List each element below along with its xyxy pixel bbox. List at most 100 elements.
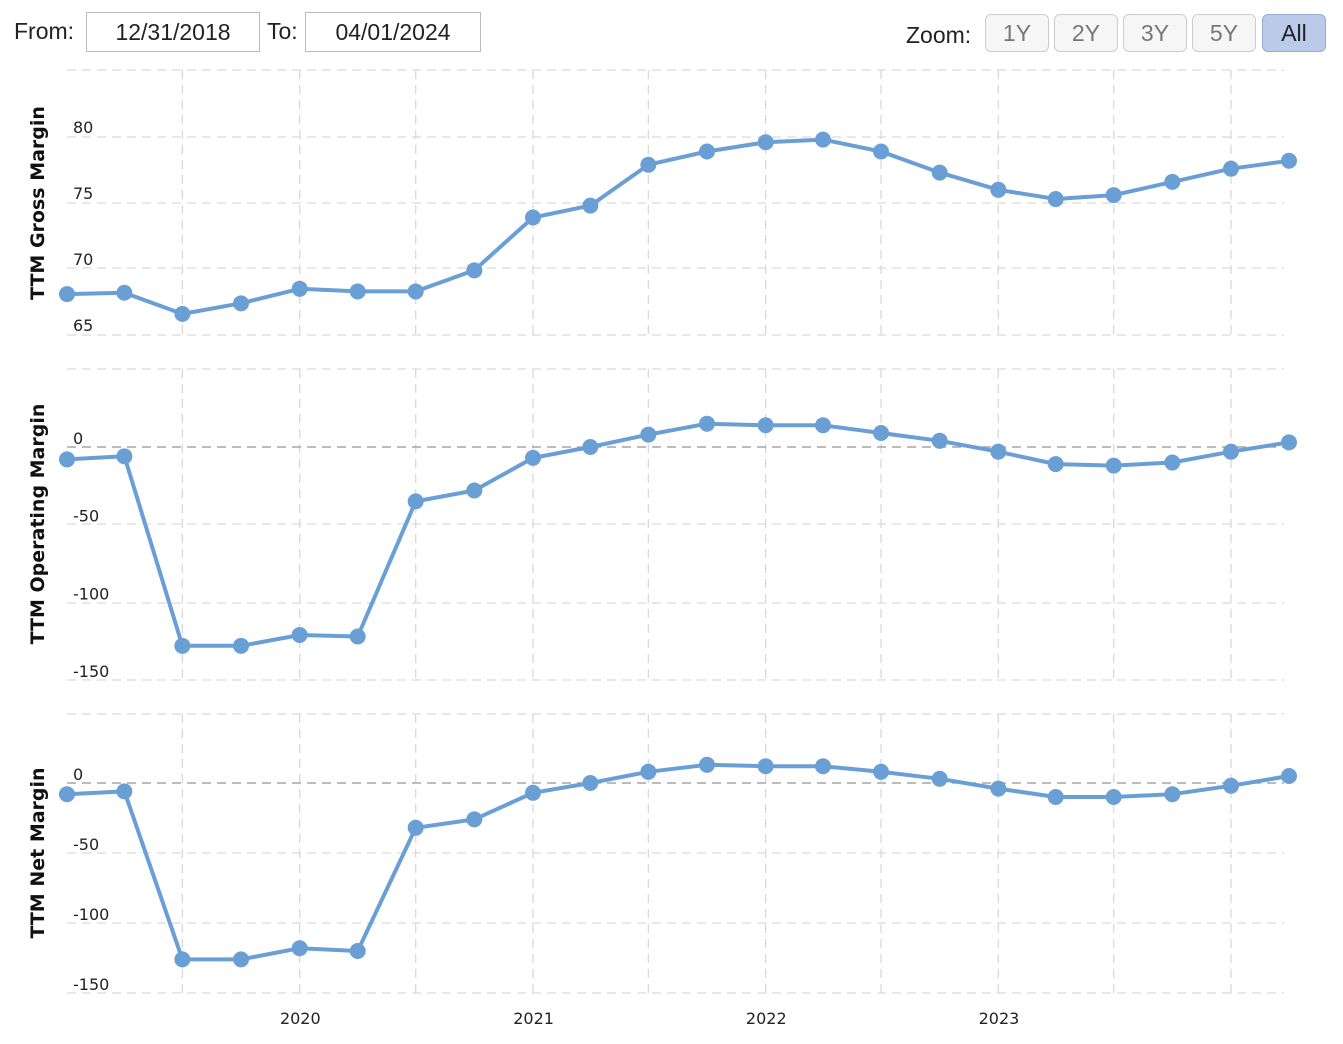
data-point <box>757 758 774 775</box>
data-point <box>59 451 75 468</box>
data-point <box>466 262 483 279</box>
to-date-input[interactable]: 04/01/2024 <box>305 12 481 52</box>
data-point <box>407 819 424 836</box>
series-line <box>66 762 1290 962</box>
data-point <box>931 770 948 787</box>
zoom-label: Zoom: <box>906 22 972 48</box>
x-tick-label: 2022 <box>746 1009 787 1028</box>
data-point <box>640 426 657 443</box>
data-point <box>582 775 599 791</box>
data-point <box>1281 152 1297 169</box>
series-line <box>66 137 1290 316</box>
y-tick-label: -150 <box>73 975 109 994</box>
data-point <box>990 181 1007 198</box>
data-point <box>349 628 366 645</box>
data-point <box>407 493 424 510</box>
toolbar: From: 12/31/2018 To: 04/01/2024 Zoom: 1Y… <box>0 0 1343 60</box>
data-point <box>349 283 366 300</box>
data-point <box>1105 187 1122 204</box>
series-line <box>66 421 1290 648</box>
data-point <box>116 284 133 301</box>
data-point <box>1222 777 1239 794</box>
data-point <box>990 443 1007 460</box>
y-tick-label: 0 <box>73 429 83 448</box>
data-point <box>407 283 424 300</box>
zoom-3y-button[interactable]: 3Y <box>1123 14 1187 52</box>
data-point <box>524 449 541 466</box>
data-point <box>1164 173 1181 190</box>
from-label: From: <box>14 18 75 44</box>
data-point <box>873 763 890 780</box>
data-point <box>1105 789 1122 805</box>
data-point <box>1105 457 1122 474</box>
data-point <box>466 482 483 499</box>
zoom-1y-button[interactable]: 1Y <box>985 14 1049 52</box>
data-point <box>990 780 1007 797</box>
y-tick-label: 75 <box>73 184 93 203</box>
to-label: To: <box>267 18 298 44</box>
data-point <box>233 951 250 968</box>
data-point <box>582 197 599 214</box>
data-point <box>757 417 774 434</box>
data-point <box>1281 768 1297 784</box>
data-point <box>931 164 948 181</box>
data-point <box>931 432 948 449</box>
y-axis-title: TTM Operating Margin <box>27 404 49 645</box>
panel-1: 65 70 75 80 TTM Gross Margin <box>27 69 1297 336</box>
data-point <box>1281 434 1297 451</box>
chart-area: 65 70 75 80 TTM Gross Margin 0 -50 -100 -150 TTM … <box>27 69 1297 1028</box>
data-point <box>174 305 191 322</box>
x-tick-label: 2021 <box>513 1009 554 1028</box>
data-point <box>233 637 250 654</box>
from-date-input[interactable]: 12/31/2018 <box>86 12 260 52</box>
zoom-5y-button[interactable]: 5Y <box>1192 14 1256 52</box>
zoom-2y-button[interactable]: 2Y <box>1054 14 1118 52</box>
data-point <box>1047 191 1064 208</box>
data-point <box>757 134 774 151</box>
data-point <box>873 143 890 160</box>
y-tick-label: -50 <box>73 835 99 854</box>
data-point <box>1164 786 1181 803</box>
data-point <box>582 439 599 455</box>
y-axis-title: TTM Gross Margin <box>27 106 49 300</box>
data-point <box>1222 160 1239 177</box>
data-point <box>174 637 191 654</box>
data-point <box>291 940 308 957</box>
panel-3: 0 -50 -100 -150 TTM Net Margin <box>27 713 1297 994</box>
data-point <box>116 783 133 800</box>
data-point <box>640 156 657 173</box>
y-axis-title: TTM Net Margin <box>27 767 49 938</box>
data-point <box>815 131 832 148</box>
data-point <box>1047 456 1064 473</box>
data-point <box>59 786 75 803</box>
x-tick-label: 2020 <box>280 1009 321 1028</box>
data-point <box>1047 789 1064 805</box>
data-point <box>873 425 890 442</box>
y-tick-label: -100 <box>73 905 109 924</box>
data-point <box>116 448 133 465</box>
x-tick-label: 2023 <box>979 1009 1020 1028</box>
y-tick-label: -50 <box>73 507 99 526</box>
data-point <box>291 626 308 643</box>
data-point <box>524 784 541 801</box>
data-point <box>699 756 716 773</box>
y-tick-label: 0 <box>73 765 83 784</box>
data-point <box>466 811 483 828</box>
panel-2: 0 -50 -100 -150 TTM Operating Margin <box>27 368 1297 681</box>
data-point <box>1222 443 1239 460</box>
y-tick-label: 65 <box>73 316 93 335</box>
data-point <box>59 286 75 303</box>
y-tick-label: -100 <box>73 584 109 603</box>
data-point <box>815 417 832 434</box>
data-point <box>699 415 716 432</box>
zoom-all-button[interactable]: All <box>1262 14 1326 52</box>
data-point <box>524 209 541 226</box>
data-point <box>1164 454 1181 471</box>
y-tick-label: -150 <box>73 662 109 681</box>
data-point <box>291 280 308 297</box>
y-tick-label: 70 <box>73 250 93 269</box>
data-point <box>815 758 832 775</box>
data-point <box>699 143 716 160</box>
data-point <box>640 763 657 780</box>
data-point <box>349 943 366 959</box>
